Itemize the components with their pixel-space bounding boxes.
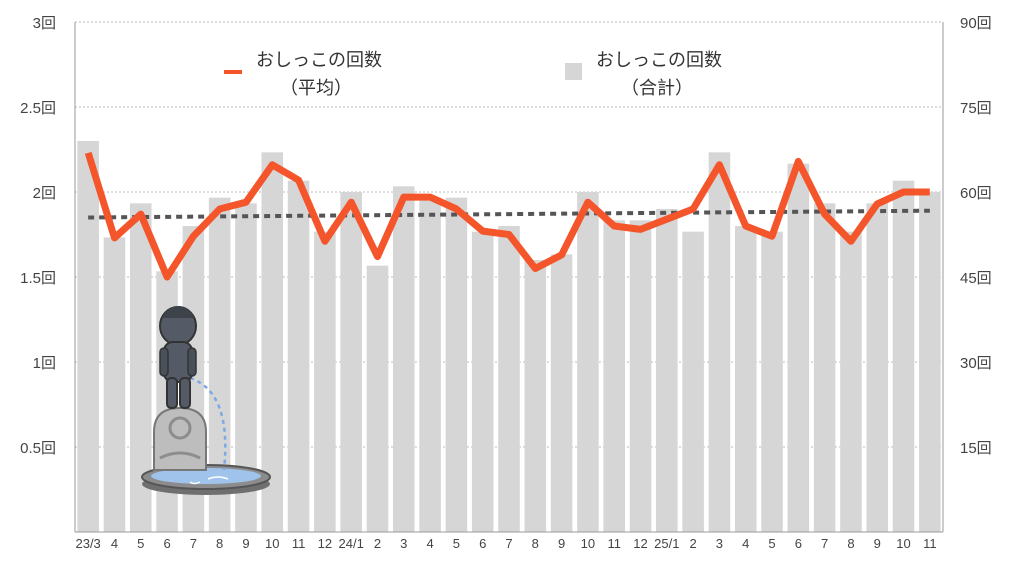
bar	[445, 197, 468, 532]
legend: おしっこの回数 （平均） おしっこの回数 （合計）	[224, 50, 722, 99]
x-tick-label: 4	[742, 536, 749, 551]
bar-series	[77, 141, 941, 533]
right-tick-label: 90回	[960, 15, 992, 32]
x-tick-label: 2	[374, 536, 381, 551]
x-tick-label: 10	[896, 536, 910, 551]
trendline-path	[88, 208, 930, 220]
bar	[235, 203, 257, 533]
bar	[919, 192, 941, 532]
x-tick-label: 8	[216, 536, 223, 551]
x-tick-label: 23/3	[75, 536, 100, 551]
legend-total-line1: おしっこの回数	[596, 50, 722, 71]
bar	[603, 220, 625, 533]
bar	[656, 209, 678, 532]
x-tick-label: 7	[190, 536, 197, 551]
bar	[498, 226, 520, 532]
bar	[208, 197, 231, 532]
bar	[682, 231, 704, 532]
bar	[550, 254, 573, 533]
x-tick-label: 9	[242, 536, 249, 551]
x-tick-label: 11	[923, 536, 937, 551]
x-tick-label: 8	[532, 536, 539, 551]
manneken-pis-fountain-icon	[141, 306, 271, 495]
bar	[261, 152, 284, 533]
x-tick-label: 9	[558, 536, 565, 551]
x-tick-label: 12	[633, 536, 647, 551]
bar	[734, 226, 757, 532]
x-tick-label: 10	[581, 536, 595, 551]
right-tick-label: 30回	[960, 355, 992, 372]
x-tick-label: 24/1	[339, 536, 364, 551]
bar	[524, 260, 547, 532]
bar	[366, 265, 389, 532]
bar	[892, 180, 915, 532]
legend-avg-line2: （平均）	[280, 78, 352, 99]
x-tick-label: 10	[265, 536, 279, 551]
bar	[103, 237, 126, 533]
x-axis-ticks: 23/3 4 5 6 7 8 9 10 11 12 24/1 2 3 4 5 6 7 8 9 10 11 12 25/1 2 3…	[75, 536, 936, 551]
x-tick-label: 3	[716, 536, 723, 551]
left-tick-label: 2.5回	[20, 100, 56, 117]
x-tick-label: 6	[479, 536, 486, 551]
left-tick-label: 3回	[33, 15, 56, 32]
right-axis-ticks: 15回 30回 45回 60回 75回 90回	[960, 15, 992, 457]
legend-avg-line1: おしっこの回数	[256, 50, 382, 71]
bar	[419, 197, 441, 532]
x-tick-label: 11	[292, 536, 306, 551]
x-tick-label: 5	[453, 536, 460, 551]
left-tick-label: 1.5回	[20, 270, 56, 287]
left-tick-label: 0.5回	[20, 440, 56, 457]
x-tick-label: 3	[400, 536, 407, 551]
bar	[287, 180, 310, 532]
bar	[787, 163, 810, 532]
legend-square-marker	[565, 63, 582, 80]
bar	[340, 192, 362, 532]
bar	[393, 186, 415, 533]
bar	[840, 231, 862, 532]
trendline	[88, 208, 930, 220]
x-tick-label: 7	[821, 536, 828, 551]
x-tick-label: 5	[137, 536, 144, 551]
x-tick-label: 7	[505, 536, 512, 551]
x-tick-label: 11	[607, 536, 621, 551]
bar	[314, 231, 336, 532]
x-tick-label: 6	[163, 536, 170, 551]
x-tick-label: 8	[847, 536, 854, 551]
bar	[629, 220, 652, 533]
bar	[471, 231, 494, 532]
x-tick-label: 5	[768, 536, 775, 551]
x-tick-label: 2	[690, 536, 697, 551]
x-tick-label: 9	[874, 536, 881, 551]
bar	[761, 231, 783, 532]
x-tick-label: 25/1	[654, 536, 679, 551]
bar	[77, 141, 99, 532]
x-tick-label: 12	[318, 536, 332, 551]
legend-total-line2: （合計）	[621, 78, 693, 99]
bar	[866, 203, 889, 533]
right-tick-label: 15回	[960, 440, 992, 457]
line-series	[84, 151, 930, 281]
bar	[577, 192, 599, 532]
bar	[813, 203, 836, 533]
axes	[74, 22, 944, 533]
right-tick-label: 75回	[960, 100, 992, 117]
left-tick-label: 1回	[33, 355, 56, 372]
left-axis-ticks: 0.5回 1回 1.5回 2回 2.5回 3回	[20, 15, 56, 457]
x-tick-label: 4	[111, 536, 118, 551]
bar	[708, 152, 731, 533]
x-tick-label: 6	[795, 536, 802, 551]
x-tick-label: 4	[426, 536, 433, 551]
left-tick-label: 2回	[33, 185, 56, 202]
bar	[129, 203, 152, 533]
right-tick-label: 45回	[960, 270, 992, 287]
right-tick-label: 60回	[960, 185, 992, 202]
